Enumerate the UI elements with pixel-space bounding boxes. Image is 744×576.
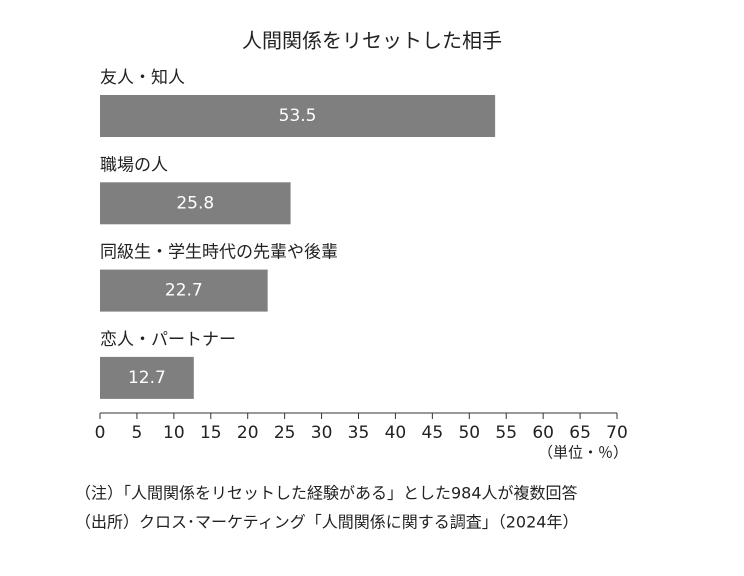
value-label: 12.7: [128, 368, 166, 388]
bar: [100, 182, 291, 225]
value-label: 22.7: [165, 281, 203, 301]
x-tick-label: 60: [532, 423, 554, 443]
chart-title: 人間関係をリセットした相手: [242, 29, 502, 53]
x-tick-label: 20: [237, 423, 259, 443]
x-tick-label: 25: [274, 423, 296, 443]
x-tick-label: 70: [606, 423, 628, 443]
x-tick-label: 50: [458, 423, 480, 443]
category-label: 同級生・学生時代の先輩や後輩: [100, 243, 338, 263]
bar: [100, 356, 194, 399]
x-tick-label: 0: [95, 423, 106, 443]
category-label: 恋人・パートナー: [100, 329, 236, 350]
x-tick-label: 65: [569, 423, 591, 443]
category-label: 職場の人: [100, 155, 168, 175]
x-tick-label: 45: [422, 423, 444, 443]
x-tick-label: 35: [348, 423, 370, 443]
x-tick-label: 5: [132, 423, 143, 443]
category-label: 友人・知人: [100, 68, 185, 88]
x-tick-label: 40: [385, 423, 407, 443]
x-tick-label: 10: [163, 423, 185, 443]
note: （注）「人間関係をリセットした経験がある」とした984人が複数回答: [75, 484, 578, 503]
x-tick-label: 30: [311, 423, 333, 443]
note: （出所）クロス･マーケティング「人間関係に関する調査」（2024年）: [75, 513, 578, 532]
x-axis-label: （単位・％）: [538, 444, 628, 462]
x-tick-label: 55: [495, 423, 517, 443]
value-label: 25.8: [176, 193, 214, 213]
x-tick-label: 15: [200, 423, 222, 443]
value-label: 53.5: [279, 106, 317, 126]
bar: [100, 269, 268, 312]
bar: [100, 95, 496, 137]
